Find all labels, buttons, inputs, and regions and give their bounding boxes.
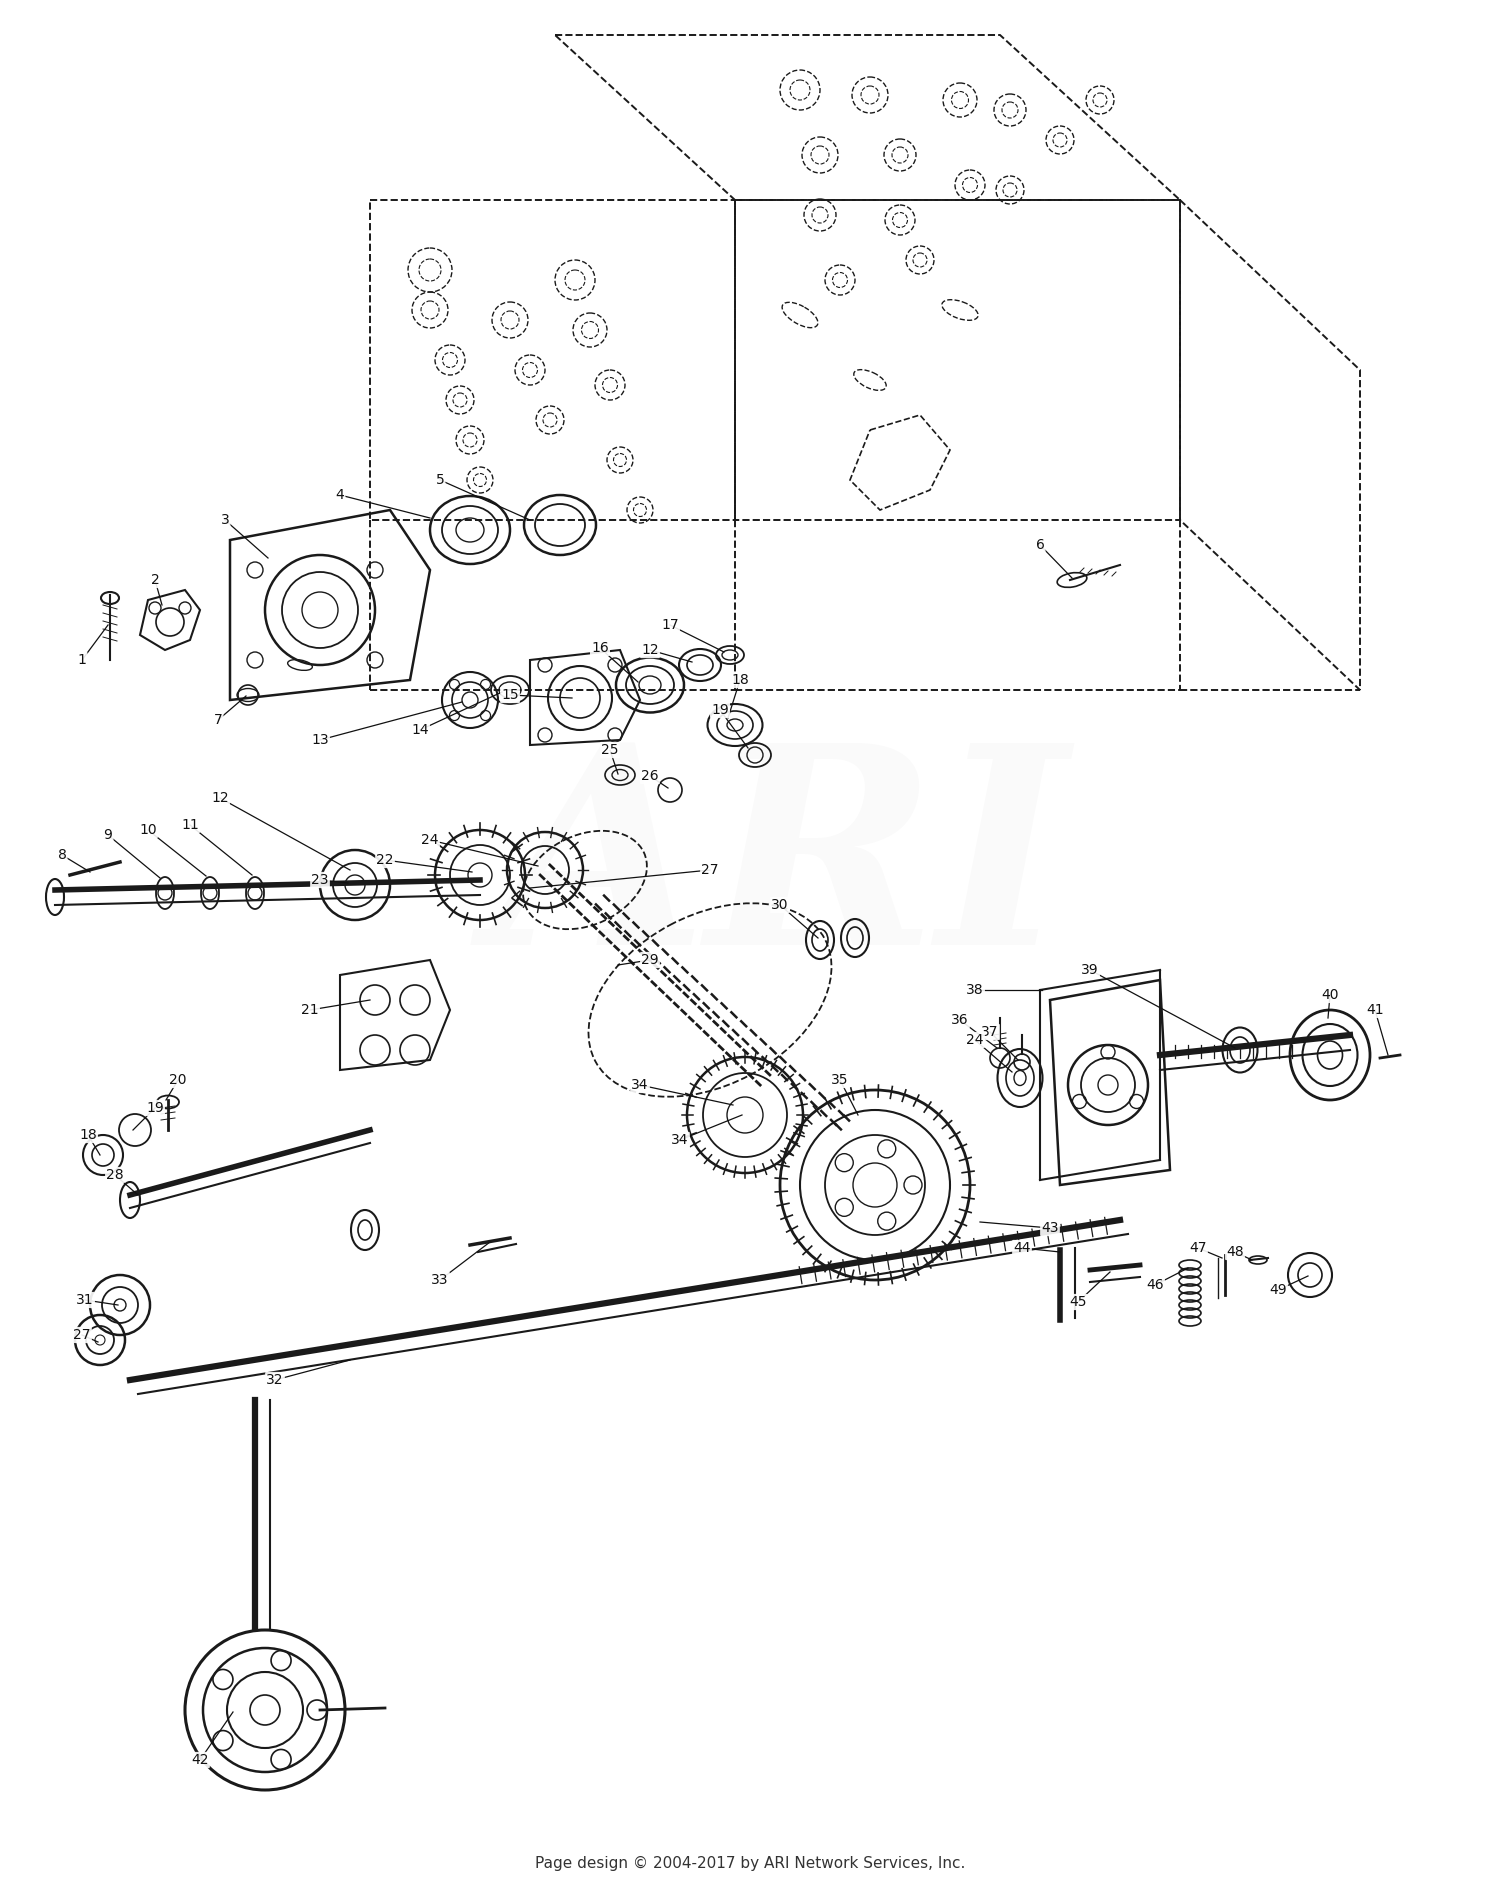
Text: 34: 34 bbox=[632, 1078, 648, 1091]
Text: 2: 2 bbox=[150, 572, 159, 587]
Text: 48: 48 bbox=[1226, 1244, 1244, 1259]
Text: 10: 10 bbox=[140, 823, 158, 836]
Text: 24: 24 bbox=[966, 1033, 984, 1048]
Text: 30: 30 bbox=[771, 899, 789, 912]
Text: 33: 33 bbox=[432, 1273, 448, 1288]
Text: 44: 44 bbox=[1014, 1240, 1031, 1256]
Text: 24: 24 bbox=[422, 833, 438, 848]
Text: 1: 1 bbox=[78, 653, 87, 666]
Text: 6: 6 bbox=[1035, 538, 1044, 551]
Text: 4: 4 bbox=[336, 487, 345, 502]
Text: 40: 40 bbox=[1322, 987, 1338, 1003]
Text: 45: 45 bbox=[1070, 1295, 1086, 1308]
Text: 42: 42 bbox=[192, 1752, 208, 1767]
Text: 27: 27 bbox=[700, 863, 718, 878]
Text: 26: 26 bbox=[640, 768, 658, 784]
Text: 32: 32 bbox=[267, 1373, 284, 1388]
Text: 14: 14 bbox=[411, 723, 429, 736]
Text: 36: 36 bbox=[951, 1014, 969, 1027]
Text: 43: 43 bbox=[1041, 1222, 1059, 1235]
Text: 38: 38 bbox=[966, 984, 984, 997]
Text: 20: 20 bbox=[170, 1072, 186, 1087]
Text: 5: 5 bbox=[435, 474, 444, 487]
Text: 37: 37 bbox=[981, 1025, 999, 1038]
Text: 15: 15 bbox=[501, 687, 519, 702]
Text: 46: 46 bbox=[1146, 1278, 1164, 1291]
Text: 21: 21 bbox=[302, 1003, 320, 1018]
Text: 49: 49 bbox=[1269, 1284, 1287, 1297]
Text: 8: 8 bbox=[57, 848, 66, 863]
Text: Page design © 2004-2017 by ARI Network Services, Inc.: Page design © 2004-2017 by ARI Network S… bbox=[536, 1856, 964, 1871]
Text: 35: 35 bbox=[831, 1072, 849, 1087]
Text: 25: 25 bbox=[602, 744, 618, 757]
Text: 41: 41 bbox=[1366, 1003, 1384, 1018]
Text: 28: 28 bbox=[106, 1169, 124, 1182]
Text: 11: 11 bbox=[182, 818, 200, 833]
Text: 16: 16 bbox=[591, 642, 609, 655]
Text: 17: 17 bbox=[662, 617, 680, 632]
Text: 18: 18 bbox=[80, 1127, 98, 1142]
Text: 27: 27 bbox=[74, 1327, 90, 1342]
Text: 18: 18 bbox=[730, 672, 748, 687]
Text: 19: 19 bbox=[146, 1101, 164, 1116]
Text: 19: 19 bbox=[711, 702, 729, 717]
Text: 34: 34 bbox=[672, 1133, 688, 1148]
Text: 22: 22 bbox=[376, 853, 393, 867]
Text: 13: 13 bbox=[310, 733, 328, 748]
Text: 47: 47 bbox=[1190, 1240, 1206, 1256]
Text: 39: 39 bbox=[1082, 963, 1100, 976]
Text: 12: 12 bbox=[640, 644, 658, 657]
Text: 31: 31 bbox=[76, 1293, 94, 1306]
Text: 12: 12 bbox=[211, 791, 230, 804]
Text: 3: 3 bbox=[220, 514, 230, 527]
Text: 7: 7 bbox=[213, 714, 222, 727]
Text: 23: 23 bbox=[312, 872, 328, 887]
Text: 29: 29 bbox=[640, 953, 658, 967]
Text: 9: 9 bbox=[104, 829, 112, 842]
Text: ARI: ARI bbox=[492, 734, 1068, 1003]
